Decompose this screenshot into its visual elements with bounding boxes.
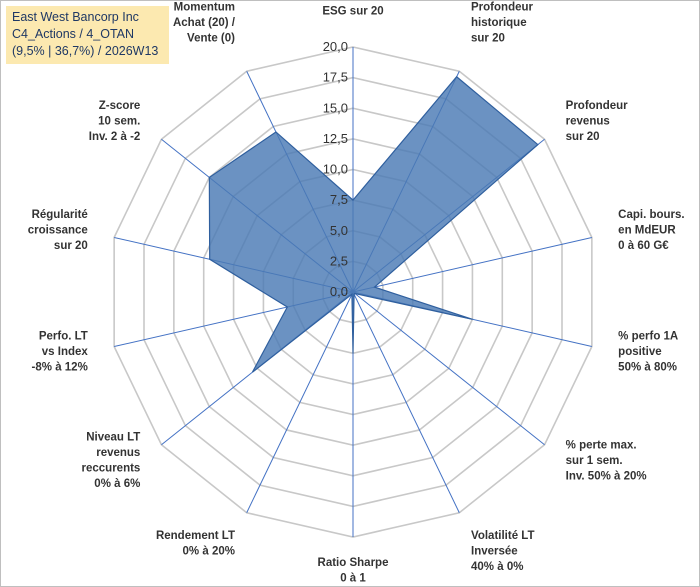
tick-label: 10,0 bbox=[323, 162, 348, 177]
axis-label-line: croissance bbox=[28, 225, 88, 237]
axis-label-line: revenus bbox=[96, 447, 140, 459]
axis-label-line: Perfo. LT bbox=[39, 330, 88, 342]
axis-label-line: Ratio Sharpe bbox=[318, 557, 389, 569]
axis-label-line: Achat (20) / bbox=[173, 17, 236, 29]
axis-label-line: 0 à 60 G€ bbox=[618, 240, 669, 252]
axis-spoke bbox=[352, 236, 592, 293]
tick-label: 2,5 bbox=[330, 253, 348, 268]
chart-title-box: East West Bancorp Inc C4_Actions / 4_OTA… bbox=[6, 6, 169, 64]
axis-label-line: Profondeur bbox=[566, 100, 628, 112]
axis-label: % perfo 1A positive 50% à 80% bbox=[618, 330, 678, 373]
axis-label: Niveau LT revenus reccurents 0% à 6% bbox=[82, 432, 141, 491]
axis-label-line: historique bbox=[471, 17, 527, 29]
axis-label-line: -8% à 12% bbox=[32, 361, 88, 373]
axis-label-line: Rendement LT bbox=[156, 530, 235, 542]
axis-label-line: Profondeur bbox=[471, 1, 533, 13]
axis-label: Capi. bours. en MdEUR 0 à 60 G€ bbox=[618, 209, 684, 252]
axis-label-line: Momentum bbox=[174, 1, 235, 13]
axis-label-line: Capi. bours. bbox=[618, 209, 684, 221]
axis-label: Régularité croissance sur 20 bbox=[28, 209, 88, 252]
portfolio-name: C4_Actions / 4_OTAN bbox=[12, 27, 135, 41]
axis-label-line: revenus bbox=[566, 116, 610, 128]
axis-label-line: Volatilité LT bbox=[471, 530, 534, 542]
axis-label-line: Note bbox=[340, 0, 366, 2]
tick-label: 15,0 bbox=[323, 100, 348, 115]
axis-label: Profondeur historique sur 20 bbox=[471, 1, 533, 44]
axis-label-line: reccurents bbox=[82, 463, 141, 475]
axis-label: Ratio Sharpe 0 à 1 bbox=[318, 557, 389, 585]
tick-label: 20,0 bbox=[323, 39, 348, 54]
tick-label: 12,5 bbox=[323, 131, 348, 146]
axis-spoke bbox=[246, 291, 354, 513]
axis-label-line: en MdEUR bbox=[618, 225, 676, 237]
axis-label: Momentum Achat (20) / Vente (0) bbox=[173, 1, 236, 44]
axis-label: Rendement LT 0% à 20% bbox=[156, 530, 235, 558]
axis-spoke bbox=[352, 291, 460, 513]
axis-label: Note ESG sur 20 bbox=[322, 0, 383, 18]
axis-label-line: sur 1 sem. bbox=[566, 455, 623, 467]
tick-label: 5,0 bbox=[330, 223, 348, 238]
axis-label-line: Inversée bbox=[471, 546, 518, 558]
axis-label-line: ESG sur 20 bbox=[322, 6, 383, 18]
radar-axis-labels: Note ESG sur 20 Profondeur historique sur 20… bbox=[28, 0, 685, 585]
axis-label-line: 0 à 1 bbox=[340, 573, 366, 585]
axis-label-line: 0% à 6% bbox=[94, 478, 140, 490]
axis-label: % perte max. sur 1 sem. Inv. 50% à 20% bbox=[566, 439, 647, 482]
axis-label-line: Régularité bbox=[32, 209, 88, 221]
series-area bbox=[208, 75, 539, 373]
axis-label-line: 50% à 80% bbox=[618, 361, 677, 373]
axis-label-line: % perfo 1A bbox=[618, 330, 678, 342]
tick-label: 17,5 bbox=[323, 70, 348, 85]
axis-label-line: sur 20 bbox=[54, 240, 88, 252]
axis-label-line: Inv. 50% à 20% bbox=[566, 470, 647, 482]
axis-label-line: Inv. 2 à -2 bbox=[89, 131, 141, 143]
axis-label-line: 10 sem. bbox=[98, 116, 140, 128]
axis-label-line: sur 20 bbox=[471, 32, 505, 44]
axis-label: Z-score 10 sem. Inv. 2 à -2 bbox=[89, 100, 141, 143]
performance-stats: (9,5% | 36,7%) / 2026W13 bbox=[12, 44, 159, 58]
axis-spoke bbox=[352, 291, 545, 446]
axis-label-line: Vente (0) bbox=[187, 32, 235, 44]
tick-label: 7,5 bbox=[330, 192, 348, 207]
axis-label-line: 40% à 0% bbox=[471, 561, 523, 573]
axis-label-line: Niveau LT bbox=[86, 432, 140, 444]
axis-label-line: sur 20 bbox=[566, 131, 600, 143]
radar-series bbox=[208, 75, 539, 373]
axis-label: Perfo. LT vs Index -8% à 12% bbox=[32, 330, 89, 373]
tick-label: 0,0 bbox=[330, 284, 348, 299]
axis-label-line: Z-score bbox=[99, 100, 141, 112]
company-name: East West Bancorp Inc bbox=[12, 10, 139, 24]
axis-label-line: positive bbox=[618, 346, 661, 358]
radar-tick-labels: 0,0 2,5 5,0 7,5 10,0 12,5 15,0 17,5 20,0 bbox=[323, 39, 348, 299]
axis-label-line: vs Index bbox=[42, 346, 89, 358]
axis-label: Volatilité LT Inversée 40% à 0% bbox=[471, 530, 534, 573]
axis-label: Profondeur revenus sur 20 bbox=[566, 100, 628, 143]
axis-label-line: 0% à 20% bbox=[183, 546, 235, 558]
axis-label-line: % perte max. bbox=[566, 439, 637, 451]
